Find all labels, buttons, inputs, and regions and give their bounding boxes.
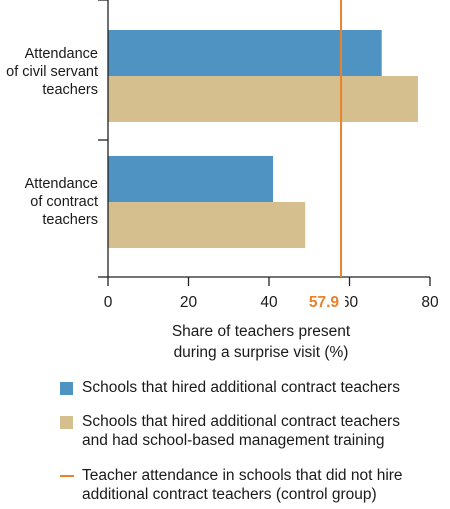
x-axis-label: Share of teachers present bbox=[172, 323, 351, 340]
x-axis-label: during a surprise visit (%) bbox=[174, 344, 349, 361]
legend-text: and had school-based management training bbox=[82, 432, 385, 449]
legend-swatch-blue bbox=[60, 382, 73, 395]
reference-value-label: 57.9 bbox=[309, 294, 340, 311]
x-tick-label: 40 bbox=[260, 294, 278, 311]
legend-text: additional contract teachers (control gr… bbox=[82, 486, 377, 503]
x-tick-label: 0 bbox=[104, 294, 113, 311]
legend-swatch-tan bbox=[60, 416, 73, 429]
legend-text: Schools that hired additional contract t… bbox=[82, 379, 400, 396]
category-label-line: teachers bbox=[42, 212, 98, 228]
legend-text: Teacher attendance in schools that did n… bbox=[82, 467, 403, 484]
category-label-line: of contract bbox=[30, 194, 98, 210]
x-tick-label: 80 bbox=[421, 294, 439, 311]
x-tick-label: 60 bbox=[341, 294, 359, 311]
category-label-contract: Attendance of contract teachers bbox=[25, 175, 98, 229]
x-tick-label: 20 bbox=[180, 294, 198, 311]
bar-contract-series-2 bbox=[108, 202, 306, 248]
category-label-line: Attendance bbox=[24, 176, 98, 192]
category-label-line: Attendance bbox=[24, 46, 98, 62]
legend-swatch-orange-line bbox=[60, 475, 74, 477]
legend-text: Schools that hired additional contract t… bbox=[82, 413, 400, 430]
category-label-line: teachers bbox=[42, 82, 98, 98]
bar-civil-servant-series-2 bbox=[108, 76, 418, 122]
category-label-civil-servant: Attendance of civil servant teachers bbox=[6, 45, 98, 99]
reference-label-background bbox=[315, 291, 346, 311]
bar-contract-series-1 bbox=[108, 156, 274, 202]
bar-civil-servant-series-1 bbox=[108, 30, 382, 76]
category-label-line: of civil servant bbox=[6, 64, 98, 80]
